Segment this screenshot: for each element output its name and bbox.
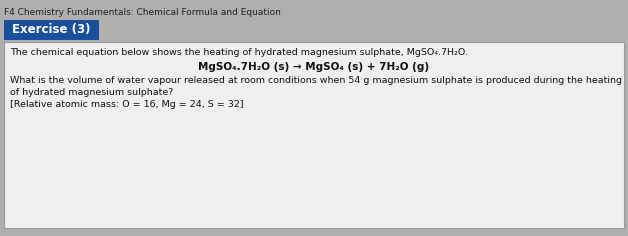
Text: F4 Chemistry Fundamentals: Chemical Formula and Equation: F4 Chemistry Fundamentals: Chemical Form… — [4, 8, 281, 17]
Text: What is the volume of water vapour released at room conditions when 54 g magnesi: What is the volume of water vapour relea… — [10, 76, 622, 85]
Text: Exercise (3): Exercise (3) — [13, 24, 91, 37]
FancyBboxPatch shape — [4, 42, 624, 228]
FancyBboxPatch shape — [4, 20, 99, 40]
Text: of hydrated magnesium sulphate?: of hydrated magnesium sulphate? — [10, 88, 173, 97]
Text: The chemical equation below shows the heating of hydrated magnesium sulphate, Mg: The chemical equation below shows the he… — [10, 48, 468, 57]
Text: MgSO₄.7H₂O (s) → MgSO₄ (s) + 7H₂O (g): MgSO₄.7H₂O (s) → MgSO₄ (s) + 7H₂O (g) — [198, 62, 430, 72]
Text: [Relative atomic mass: O = 16, Mg = 24, S = 32]: [Relative atomic mass: O = 16, Mg = 24, … — [10, 100, 244, 109]
